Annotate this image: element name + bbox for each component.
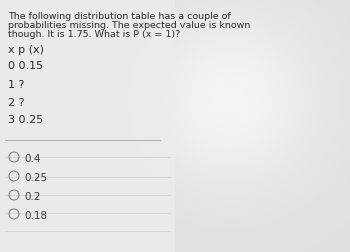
Text: 0 0.15: 0 0.15	[8, 61, 43, 71]
Text: 0.25: 0.25	[24, 173, 47, 183]
Text: 0.18: 0.18	[24, 211, 47, 221]
Text: though. It is 1.75. What is P (x = 1)?: though. It is 1.75. What is P (x = 1)?	[8, 30, 180, 39]
Text: 2 ?: 2 ?	[8, 98, 25, 108]
Text: 0.4: 0.4	[24, 154, 41, 164]
Text: The following distribution table has a couple of: The following distribution table has a c…	[8, 12, 231, 21]
Bar	[0, 0, 175, 252]
Text: probabilities missing. The expected value is known: probabilities missing. The expected valu…	[8, 21, 250, 30]
Text: 0.2: 0.2	[24, 192, 41, 202]
Text: 3 0.25: 3 0.25	[8, 115, 43, 125]
Text: 1 ?: 1 ?	[8, 80, 25, 90]
Text: x p (x): x p (x)	[8, 45, 44, 55]
